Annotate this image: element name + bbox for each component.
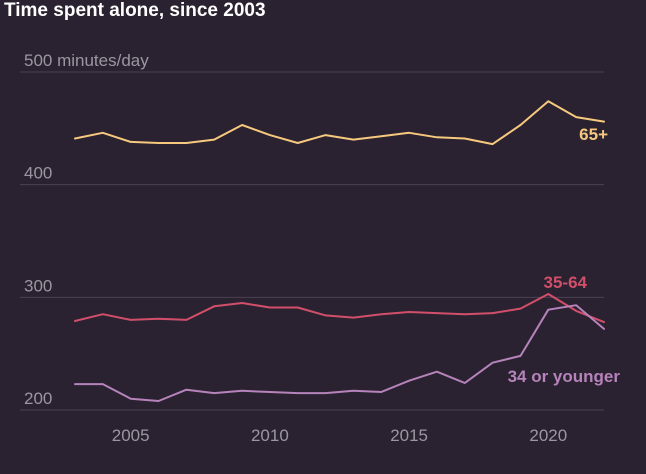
series-label-35-64: 35-64: [544, 273, 588, 292]
x-tick-label-2010: 2010: [251, 426, 289, 445]
y-tick-label-300: 300: [24, 276, 52, 295]
series-line-65: [74, 100, 605, 146]
gridlines: [20, 71, 604, 411]
x-tick-label-2005: 2005: [112, 426, 150, 445]
x-tick-label-2020: 2020: [529, 426, 567, 445]
series-lines: [74, 100, 605, 402]
y-tick-label-200: 200: [24, 389, 52, 408]
series-labels: 65+ 35-64 34 or younger: [508, 125, 621, 386]
y-tick-label-400: 400: [24, 164, 52, 183]
y-axis-ticks: 200 300 400 500 minutes/day: [24, 51, 149, 408]
y-tick-label-500: 500 minutes/day: [24, 51, 149, 70]
x-axis-ticks: 2005 2010 2015 2020: [112, 426, 567, 445]
series-label-65: 65+: [579, 125, 608, 144]
series-line-34-or-younger: [74, 304, 605, 402]
x-tick-label-2015: 2015: [390, 426, 428, 445]
series-line-35-64: [74, 293, 605, 324]
chart-title: Time spent alone, since 2003: [4, 0, 266, 21]
series-label-34-or-younger: 34 or younger: [508, 367, 621, 386]
